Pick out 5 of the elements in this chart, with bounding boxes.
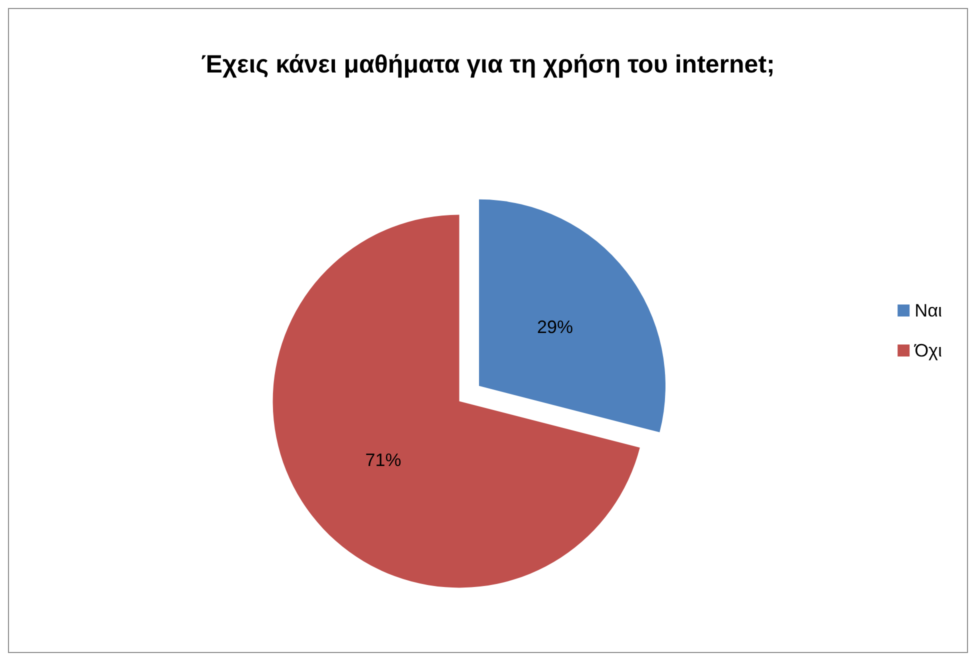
legend-label: Όχι bbox=[914, 340, 942, 360]
data-label: 71% bbox=[365, 450, 402, 470]
chart-title: Έχεις κάνει μαθήματα για τη χρήση του internet; bbox=[201, 50, 775, 78]
data-label: 29% bbox=[537, 316, 574, 337]
legend-label: Ναι bbox=[914, 300, 942, 320]
